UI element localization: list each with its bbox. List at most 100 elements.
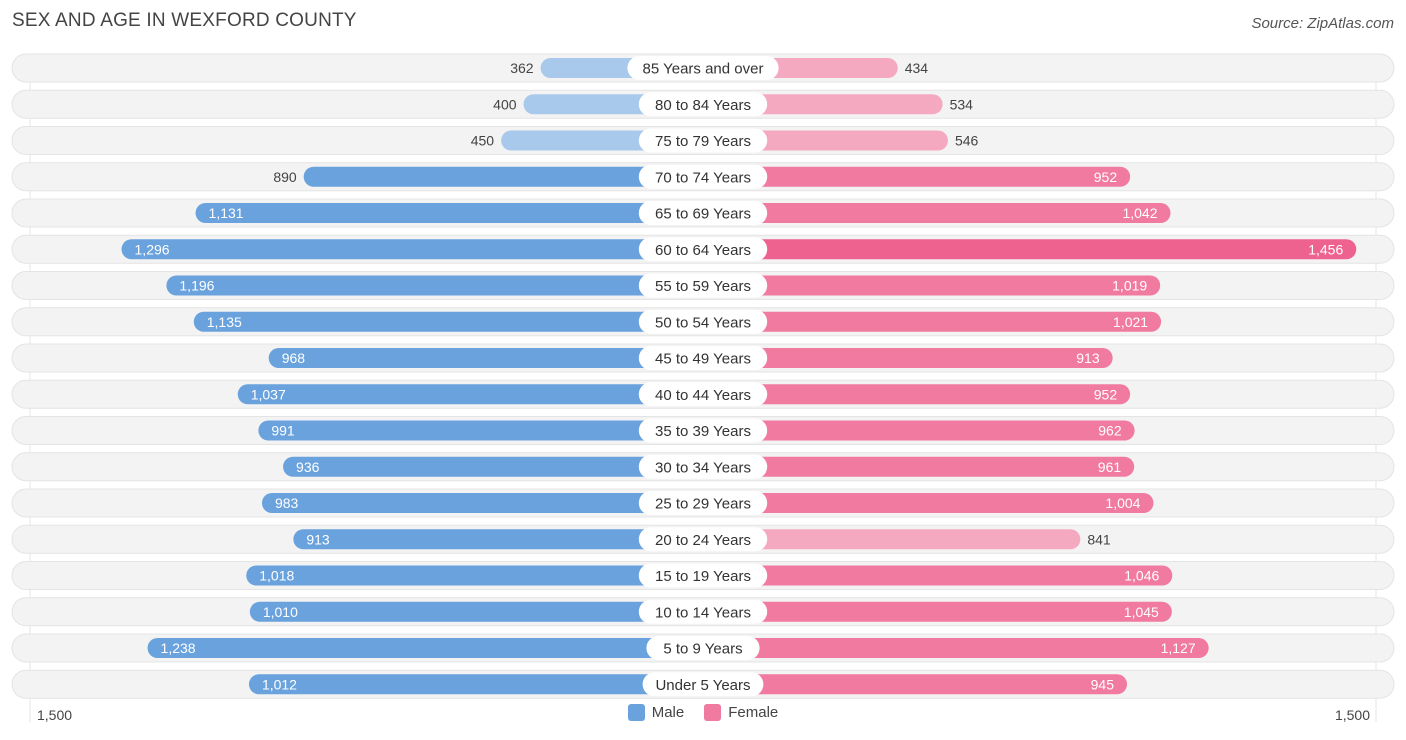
legend-swatch-female bbox=[704, 704, 722, 721]
category-pill bbox=[638, 164, 768, 189]
category-pill bbox=[638, 309, 768, 334]
male-value-label: 450 bbox=[471, 133, 495, 149]
category-pill bbox=[638, 346, 768, 370]
category-label: 40 to 44 Years bbox=[655, 387, 751, 404]
male-value-label: 400 bbox=[493, 96, 517, 112]
female-bar bbox=[703, 203, 1171, 223]
female-value-label: 546 bbox=[955, 133, 979, 149]
category-pill bbox=[638, 201, 768, 225]
category-pill bbox=[638, 382, 768, 407]
female-value-label: 952 bbox=[1094, 169, 1118, 185]
category-label: 5 to 9 Years bbox=[663, 641, 742, 658]
male-value-label: 362 bbox=[510, 60, 534, 76]
female-bar bbox=[703, 239, 1357, 260]
male-bar bbox=[283, 456, 703, 477]
female-value-label: 952 bbox=[1094, 386, 1118, 402]
category-pill bbox=[638, 92, 768, 117]
category-label: 45 to 49 Years bbox=[655, 351, 751, 368]
legend: Male Female bbox=[0, 704, 1406, 721]
male-value-label: 1,135 bbox=[207, 314, 242, 330]
female-value-label: 945 bbox=[1091, 676, 1115, 692]
category-pill bbox=[638, 128, 768, 153]
female-bar bbox=[703, 638, 1209, 658]
category-label: 25 to 29 Years bbox=[655, 496, 751, 513]
male-bar bbox=[246, 565, 704, 586]
female-bar bbox=[703, 674, 1127, 695]
category-pill bbox=[638, 527, 768, 552]
female-value-label: 961 bbox=[1098, 459, 1122, 475]
male-value-label: 983 bbox=[275, 495, 299, 511]
female-value-label: 1,042 bbox=[1122, 205, 1157, 221]
category-label: 60 to 64 Years bbox=[655, 242, 751, 259]
category-label: 35 to 39 Years bbox=[655, 423, 751, 440]
male-bar bbox=[248, 674, 703, 695]
category-pill bbox=[638, 418, 768, 443]
male-bar bbox=[121, 239, 703, 260]
female-value-label: 1,127 bbox=[1161, 640, 1196, 656]
category-label: 30 to 34 Years bbox=[655, 459, 751, 476]
female-bar bbox=[703, 420, 1135, 441]
male-bar bbox=[166, 275, 704, 296]
male-value-label: 1,296 bbox=[135, 241, 170, 257]
female-value-label: 913 bbox=[1076, 350, 1100, 366]
female-value-label: 1,004 bbox=[1105, 495, 1140, 511]
legend-swatch-male bbox=[627, 704, 645, 721]
category-pill bbox=[638, 237, 768, 262]
axis-left-label: 1,500 bbox=[37, 707, 73, 723]
female-bar bbox=[703, 601, 1172, 622]
female-value-label: 1,021 bbox=[1113, 314, 1148, 330]
category-label: 50 to 54 Years bbox=[655, 314, 751, 331]
legend-label-male: Male bbox=[651, 704, 685, 721]
category-label: 10 to 14 Years bbox=[655, 604, 751, 621]
female-bar bbox=[703, 529, 1081, 550]
chart-title: SEX AND AGE IN WEXFORD COUNTY bbox=[12, 10, 357, 31]
male-value-label: 1,010 bbox=[263, 604, 298, 620]
category-label: 20 to 24 Years bbox=[655, 532, 751, 549]
female-bar bbox=[703, 311, 1162, 332]
axis-right-label: 1,500 bbox=[1334, 707, 1370, 723]
female-value-label: 534 bbox=[950, 96, 974, 112]
female-value-label: 1,045 bbox=[1124, 604, 1159, 620]
category-label: 85 Years and over bbox=[643, 61, 764, 78]
male-bar bbox=[147, 638, 703, 658]
category-pill bbox=[638, 491, 768, 515]
male-value-label: 1,196 bbox=[179, 278, 214, 294]
female-bar bbox=[703, 493, 1154, 513]
category-label: 75 to 79 Years bbox=[655, 133, 751, 150]
male-value-label: 1,012 bbox=[262, 676, 297, 692]
female-bar bbox=[703, 384, 1131, 405]
female-value-label: 434 bbox=[905, 60, 929, 76]
male-value-label: 1,037 bbox=[251, 386, 286, 402]
category-label: 80 to 84 Years bbox=[655, 97, 751, 114]
female-value-label: 1,456 bbox=[1308, 241, 1343, 257]
category-pill bbox=[646, 636, 760, 660]
category-pill bbox=[638, 599, 768, 624]
category-pill bbox=[627, 56, 779, 80]
female-bar bbox=[703, 456, 1135, 477]
male-value-label: 991 bbox=[271, 423, 295, 439]
female-value-label: 1,046 bbox=[1124, 568, 1159, 584]
category-label: 55 to 59 Years bbox=[655, 278, 751, 295]
category-pill bbox=[638, 563, 768, 588]
legend-label-female: Female bbox=[728, 704, 779, 721]
source-note: Source: ZipAtlas.com bbox=[1251, 15, 1394, 32]
category-label: 70 to 74 Years bbox=[655, 169, 751, 186]
male-bar bbox=[293, 529, 703, 550]
male-bar bbox=[237, 384, 703, 405]
category-label: Under 5 Years bbox=[655, 677, 750, 694]
male-bar bbox=[303, 166, 703, 187]
legend-item-female[interactable]: Female bbox=[704, 704, 778, 721]
category-label: 15 to 19 Years bbox=[655, 568, 751, 585]
legend-item-male[interactable]: Male bbox=[627, 704, 685, 721]
female-value-label: 841 bbox=[1087, 531, 1111, 547]
male-value-label: 1,238 bbox=[161, 640, 196, 656]
male-bar bbox=[195, 203, 704, 223]
male-value-label: 1,018 bbox=[259, 568, 294, 584]
male-value-label: 890 bbox=[273, 169, 297, 185]
male-value-label: 1,131 bbox=[209, 205, 244, 221]
female-value-label: 1,019 bbox=[1112, 278, 1147, 294]
male-bar bbox=[258, 420, 703, 441]
male-bar bbox=[268, 348, 703, 368]
female-value-label: 962 bbox=[1098, 423, 1122, 439]
